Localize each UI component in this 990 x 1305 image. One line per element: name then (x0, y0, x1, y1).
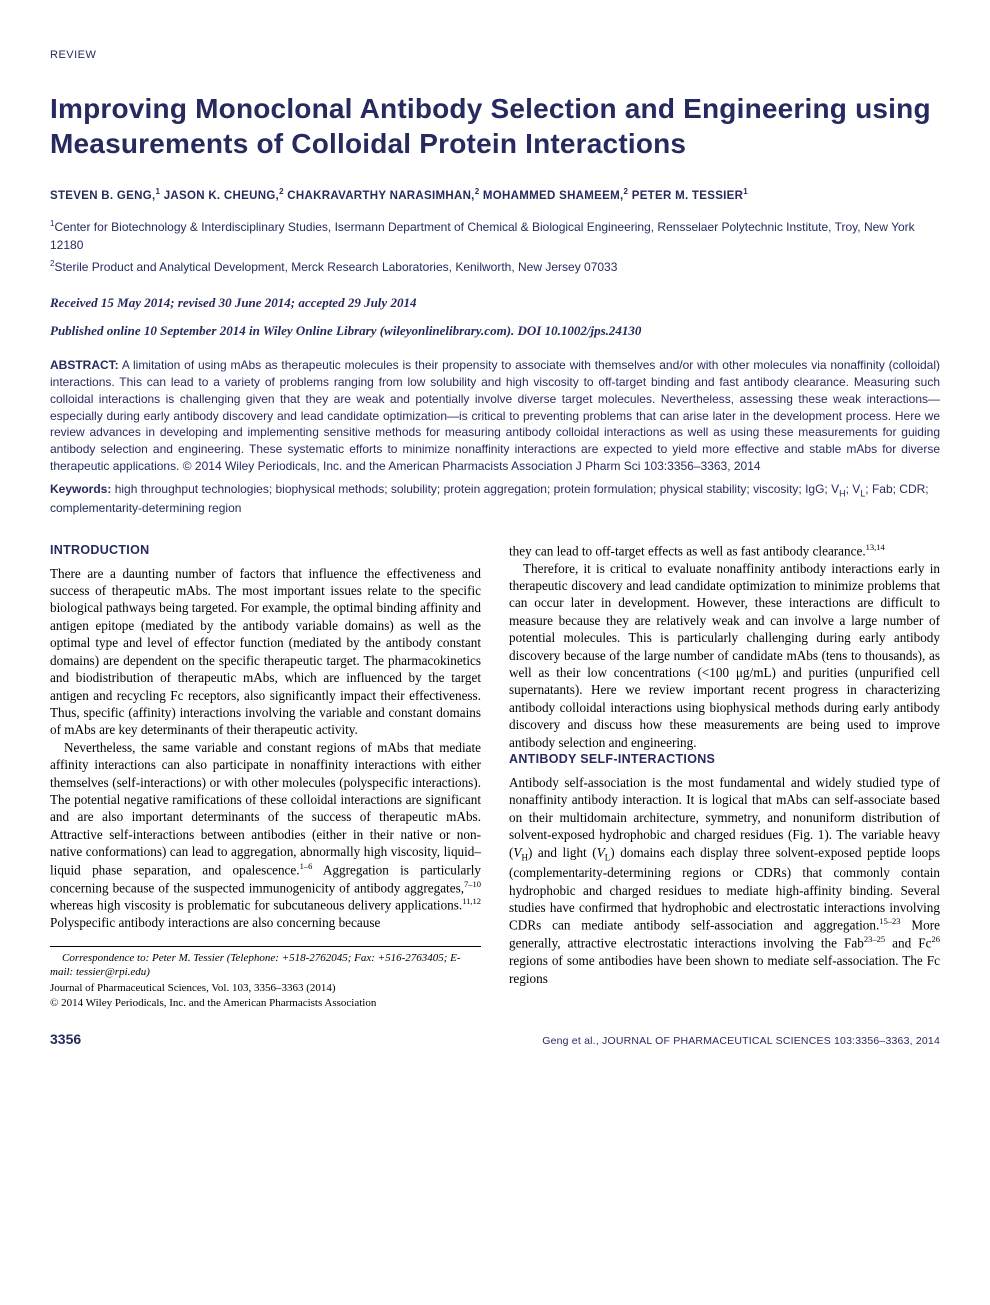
abstract-text: A limitation of using mAbs as therapeuti… (50, 358, 940, 473)
page-number: 3356 (50, 1030, 81, 1049)
correspondence-block: Correspondence to: Peter M. Tessier (Tel… (50, 946, 481, 1011)
keywords-text: high throughput technologies; biophysica… (50, 482, 929, 515)
abstract: ABSTRACT: A limitation of using mAbs as … (50, 357, 940, 475)
page-footer: 3356 Geng et al., JOURNAL OF PHARMACEUTI… (50, 1030, 940, 1049)
abstract-label: ABSTRACT: (50, 358, 119, 372)
copyright-line: © 2014 Wiley Periodicals, Inc. and the A… (50, 996, 481, 1011)
self-interactions-paragraph-1: Antibody self-association is the most fu… (509, 774, 940, 987)
keywords: Keywords: high throughput technologies; … (50, 481, 940, 518)
correspondence-line: Correspondence to: Peter M. Tessier (Tel… (50, 951, 481, 980)
article-type-label: REVIEW (50, 48, 940, 63)
affiliation-2: 2Sterile Product and Analytical Developm… (50, 258, 940, 276)
section-heading-introduction: INTRODUCTION (50, 542, 481, 559)
intro-paragraph-4: Therefore, it is critical to evaluate no… (509, 560, 940, 752)
keywords-label: Keywords: (50, 482, 111, 496)
published-line: Published online 10 September 2014 in Wi… (50, 322, 940, 340)
intro-paragraph-3: they can lead to off-target effects as w… (509, 542, 940, 560)
journal-ref-line: Journal of Pharmaceutical Sciences, Vol.… (50, 981, 481, 996)
authors-line: STEVEN B. GENG,1 JASON K. CHEUNG,2 CHAKR… (50, 187, 940, 204)
article-title: Improving Monoclonal Antibody Selection … (50, 91, 940, 161)
intro-paragraph-1: There are a daunting number of factors t… (50, 565, 481, 739)
affiliation-1: 1Center for Biotechnology & Interdiscipl… (50, 218, 940, 254)
body-columns: INTRODUCTION There are a daunting number… (50, 542, 940, 1012)
footer-citation: Geng et al., JOURNAL OF PHARMACEUTICAL S… (542, 1034, 940, 1048)
section-heading-self-interactions: ANTIBODY SELF-INTERACTIONS (509, 751, 940, 768)
intro-paragraph-2: Nevertheless, the same variable and cons… (50, 739, 481, 932)
received-dates: Received 15 May 2014; revised 30 June 20… (50, 294, 940, 312)
